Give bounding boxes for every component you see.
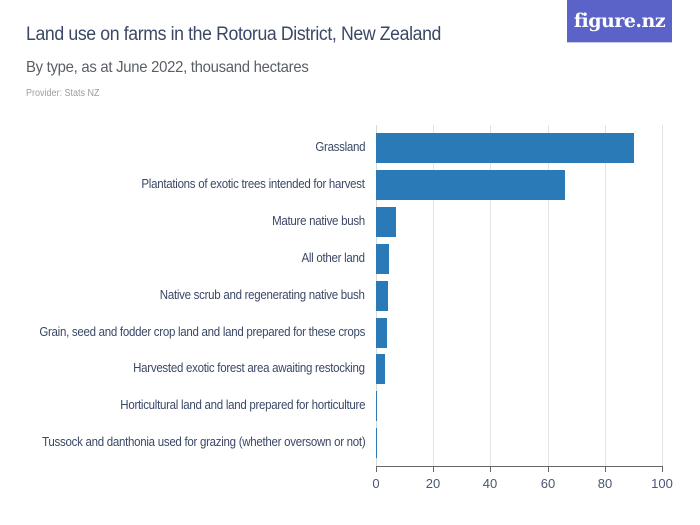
category-label: Plantations of exotic trees intended for… [141,177,366,191]
provider-text: Provider: Stats NZ [26,88,100,99]
gridline [662,125,663,466]
bar[interactable] [376,354,385,384]
bar[interactable] [376,244,389,274]
category-label: All other land [301,251,366,265]
category-label: Horticultural land and land prepared for… [120,398,365,412]
gridline [605,125,606,466]
page-subtitle: By type, as at June 2022, thousand hecta… [26,59,309,76]
x-axis-tick [490,466,491,472]
bar[interactable] [376,133,634,163]
x-axis-tick-label: 80 [597,476,613,491]
category-label: Grain, seed and fodder crop land and lan… [39,325,365,339]
category-label: Native scrub and regenerating native bus… [160,288,365,302]
x-axis-tick-label: 0 [372,476,380,491]
x-axis-line [376,466,663,467]
bar[interactable] [376,428,377,458]
bar[interactable] [376,207,397,237]
x-axis-tick-label: 60 [540,476,556,491]
bar[interactable] [376,281,388,311]
x-axis-tick-label: 100 [651,476,673,491]
figure-nz-logo[interactable]: figure.nz [567,0,672,42]
gridline [433,125,434,466]
page-title: Land use on farms in the Rotorua Distric… [26,24,442,45]
category-label: Mature native bush [272,214,365,228]
bar[interactable] [376,391,377,421]
x-axis-tick [548,466,549,472]
x-axis-tick [605,466,606,472]
x-axis-tick-label: 40 [482,476,498,491]
x-axis-tick-label: 20 [425,476,441,491]
x-axis-tick [662,466,663,472]
category-label: Tussock and danthonia used for grazing (… [41,435,366,449]
category-label: Harvested exotic forest area awaiting re… [133,361,365,375]
x-axis-tick [433,466,434,472]
bar[interactable] [376,318,388,348]
logo-underline [567,42,672,43]
gridline [548,125,549,466]
category-label: Grassland [315,140,365,154]
bar[interactable] [376,170,565,200]
x-axis-tick [376,466,377,472]
gridline [490,125,491,466]
